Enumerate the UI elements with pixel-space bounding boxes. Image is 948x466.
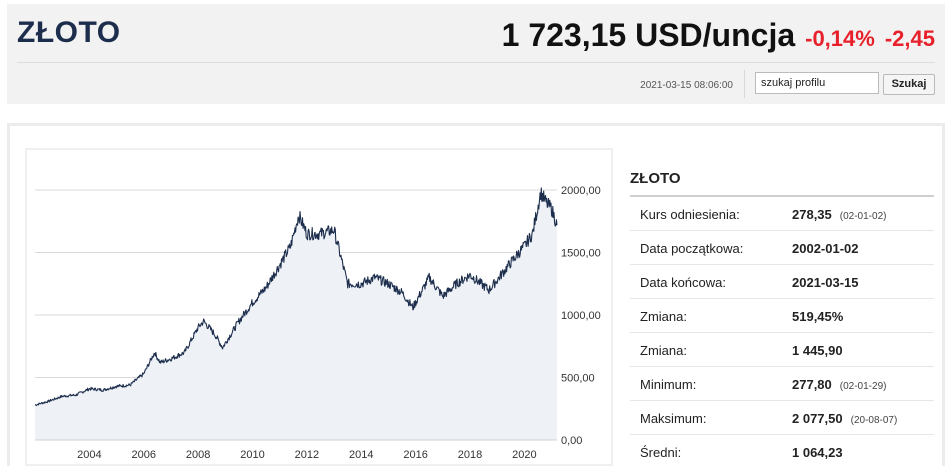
stats-row: Maksimum: 2 077,50 (20-08-07) [630,401,934,435]
change-percent: -0,14% [805,26,875,51]
price-area [35,187,557,440]
stats-row: Średni: 1 064,23 [630,435,934,466]
stats-row: Data końcowa: 2021-03-15 [630,265,934,299]
x-tick-label: 2016 [403,449,427,461]
stats-row: Zmiana: 519,45% [630,299,934,333]
toolbar-separator [744,70,745,98]
stats-row: Data początkowa: 2002-01-02 [630,231,934,265]
stats-value-text: 2002-01-02 [792,241,859,256]
stats-title: ZŁOTO [630,170,681,187]
stats-label: Zmiana: [640,309,687,324]
header-divider [17,62,935,63]
stats-row: Zmiana: 1 445,90 [630,333,934,367]
search-button[interactable]: Szukaj [883,74,935,95]
x-tick-label: 2020 [512,449,536,461]
stats-label: Maksimum: [640,411,707,426]
price-chart[interactable]: 0,00 500,00 1000,00 1500,00 2000,00 2004 2006 2… [25,148,613,466]
price-chart-svg: 0,00 500,00 1000,00 1500,00 2000,00 2004 2006 2… [34,185,601,461]
stats-value: 1 064,23 [792,445,843,460]
stats-row: Kurs odniesienia: 278,35 (02-01-02) [630,197,934,231]
stats-value: 278,35 (02-01-02) [792,207,886,222]
quote-summary: 1 723,15 USD/uncja -0,14% -2,45 [502,17,935,54]
y-tick-label: 1000,00 [561,310,601,322]
stats-value: 277,80 (02-01-29) [792,377,886,392]
x-tick-label: 2018 [458,449,482,461]
x-tick-label: 2008 [186,449,210,461]
x-tick-label: 2014 [349,449,373,461]
x-tick-label: 2006 [132,449,156,461]
y-tick-label: 1500,00 [561,248,601,260]
stats-value: 2002-01-02 [792,241,859,256]
x-tick-label: 2010 [240,449,264,461]
profile-search-input[interactable] [755,72,879,94]
stats-value: 519,45% [792,309,843,324]
stats-label: Data początkowa: [640,241,744,256]
stats-row: Minimum: 277,80 (02-01-29) [630,367,934,401]
stats-date: (02-01-29) [839,381,887,392]
current-price: 1 723,15 USD/uncja [501,17,796,53]
content-card: 0,00 500,00 1000,00 1500,00 2000,00 2004 2006 2… [7,123,945,466]
stats-value: 1 445,90 [792,343,843,358]
quote-header: ZŁOTO 1 723,15 USD/uncja -0,14% -2,45 2021… [7,4,945,104]
x-tick-label: 2012 [295,449,319,461]
stats-date: (02-01-02) [839,211,887,222]
stats-label: Średni: [640,445,682,460]
instrument-title: ZŁOTO [17,16,121,49]
change-value: -2,45 [884,26,935,51]
stats-label: Kurs odniesienia: [640,207,740,222]
stats-value-text: 277,80 [792,377,832,392]
y-tick-label: 2000,00 [561,185,601,197]
stats-divider [630,195,934,197]
stats-table: Kurs odniesienia: 278,35 (02-01-02) Data po… [630,197,934,466]
stats-value: 2 077,50 (20-08-07) [792,411,897,426]
stats-label: Zmiana: [640,343,687,358]
stats-value-text: 2 077,50 [792,411,843,426]
stats-value-text: 1 064,23 [792,445,843,460]
stats-value-text: 519,45% [792,309,844,324]
stats-value-text: 2021-03-15 [792,275,859,290]
stats-label: Data końcowa: [640,275,726,290]
stats-value: 2021-03-15 [792,275,859,290]
y-tick-label: 500,00 [561,373,595,385]
quote-timestamp: 2021-03-15 08:06:00 [640,80,733,91]
stats-value-text: 278,35 [792,207,832,222]
stats-value-text: 1 445,90 [792,343,843,358]
x-tick-label: 2004 [77,449,101,461]
y-tick-label: 0,00 [561,435,582,447]
price-line [34,187,558,407]
stats-date: (20-08-07) [850,415,898,426]
stats-label: Minimum: [640,377,697,392]
